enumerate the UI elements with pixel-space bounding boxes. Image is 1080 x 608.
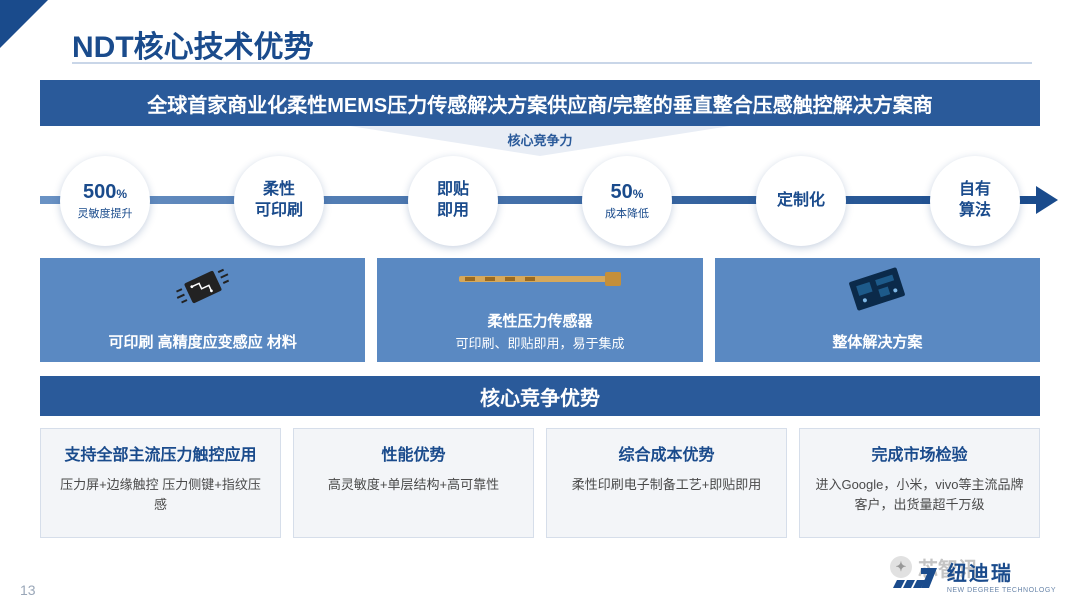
competency-circles: 500% 灵敏度提升 柔性 可印刷 即贴 即用 50% 成本降低 定制化 自有 … bbox=[60, 156, 1020, 246]
solution-title: 可印刷 高精度应变感应 材料 bbox=[108, 331, 296, 352]
funnel-label: 核心竞争力 bbox=[507, 130, 572, 149]
card-cost: 综合成本优势 柔性印刷电子制备工艺+即贴即用 bbox=[546, 428, 787, 538]
card-body: 压力屏+边缘触控 压力侧键+指纹压感 bbox=[55, 475, 266, 515]
circle-pct: % bbox=[633, 187, 644, 201]
card-head: 支持全部主流压力触控应用 bbox=[64, 441, 256, 465]
solutions-row: 可印刷 高精度应变感应 材料 柔性压力传感器 可印刷、即贴即用，易于集成 bbox=[40, 258, 1040, 362]
circle-sensitivity: 500% 灵敏度提升 bbox=[60, 156, 150, 246]
advantage-cards: 支持全部主流压力触控应用 压力屏+边缘触控 压力侧键+指纹压感 性能优势 高灵敏… bbox=[40, 428, 1040, 538]
solution-title: 柔性压力传感器 bbox=[487, 310, 592, 331]
card-applications: 支持全部主流压力触控应用 压力屏+边缘触控 压力侧键+指纹压感 bbox=[40, 428, 281, 538]
circle-custom: 定制化 bbox=[756, 156, 846, 246]
card-head: 性能优势 bbox=[381, 441, 445, 465]
logo-en: NEW DEGREE TECHNOLOGY bbox=[947, 587, 1056, 594]
circle-sub: 灵敏度提升 bbox=[78, 205, 133, 221]
page-number: 13 bbox=[20, 582, 36, 598]
title-underline bbox=[72, 62, 1032, 64]
card-market: 完成市场检验 进入Google，小米，vivo等主流品牌客户，出货量超千万级 bbox=[799, 428, 1040, 538]
card-body: 柔性印刷电子制备工艺+即贴即用 bbox=[572, 475, 762, 495]
circle-pct: % bbox=[116, 187, 127, 201]
circle-line: 算法 bbox=[959, 201, 991, 222]
circle-line: 即贴 bbox=[437, 180, 469, 201]
solution-full: 整体解决方案 bbox=[715, 258, 1040, 362]
circle-big: 50 bbox=[611, 181, 633, 203]
company-logo: 纽迪瑞 NEW DEGREE TECHNOLOGY bbox=[891, 564, 1056, 594]
circle-sub: 成本降低 bbox=[605, 205, 649, 221]
circle-cost: 50% 成本降低 bbox=[582, 156, 672, 246]
card-performance: 性能优势 高灵敏度+单层结构+高可靠性 bbox=[293, 428, 534, 538]
card-body: 进入Google，小米，vivo等主流品牌客户，出货量超千万级 bbox=[814, 475, 1025, 515]
circle-line: 柔性 bbox=[263, 180, 295, 201]
solution-sub: 可印刷、即贴即用，易于集成 bbox=[455, 333, 624, 352]
circle-line: 即用 bbox=[437, 201, 469, 222]
board-icon bbox=[842, 266, 912, 317]
top-banner: 全球首家商业化柔性MEMS压力传感解决方案供应商/完整的垂直整合压感触控解决方案… bbox=[40, 80, 1040, 126]
circle-algo: 自有 算法 bbox=[930, 156, 1020, 246]
logo-cn: 纽迪瑞 bbox=[947, 564, 1056, 584]
chip-icon bbox=[173, 266, 233, 313]
circle-line: 自有 bbox=[959, 180, 991, 201]
card-head: 综合成本优势 bbox=[618, 441, 714, 465]
card-head: 完成市场检验 bbox=[871, 441, 967, 465]
flex-sensor-icon bbox=[455, 266, 625, 297]
circle-plugplay: 即贴 即用 bbox=[408, 156, 498, 246]
corner-triangle bbox=[0, 0, 48, 48]
page-title: NDT核心技术优势 bbox=[72, 22, 314, 66]
circle-flexible: 柔性 可印刷 bbox=[234, 156, 324, 246]
circle-big: 500 bbox=[83, 181, 116, 203]
circle-line: 定制化 bbox=[777, 191, 825, 212]
logo-mark-icon bbox=[891, 564, 939, 594]
circle-line: 可印刷 bbox=[255, 201, 303, 222]
axis-arrow-icon bbox=[1036, 186, 1058, 214]
solution-title: 整体解决方案 bbox=[832, 331, 922, 352]
advantage-banner: 核心竞争优势 bbox=[40, 376, 1040, 416]
solution-material: 可印刷 高精度应变感应 材料 bbox=[40, 258, 365, 362]
solution-sensor: 柔性压力传感器 可印刷、即贴即用，易于集成 bbox=[377, 258, 702, 362]
card-body: 高灵敏度+单层结构+高可靠性 bbox=[328, 475, 499, 495]
